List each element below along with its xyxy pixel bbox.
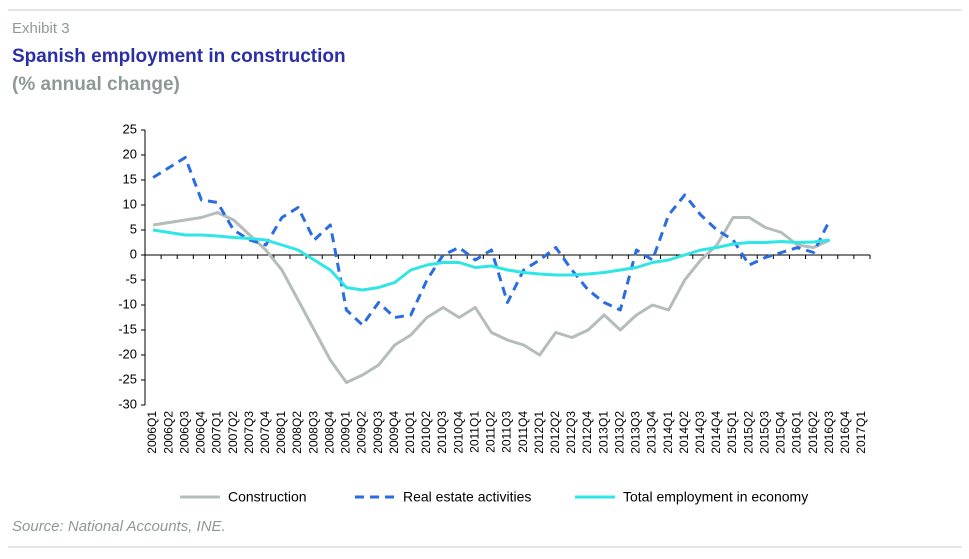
- x-tick-label: 2013Q2: [612, 411, 626, 454]
- x-tick-label: 2011Q3: [500, 411, 514, 453]
- legend-label: Total employment in economy: [623, 489, 808, 505]
- legend-label: Construction: [228, 489, 307, 505]
- series-line: [152, 156, 832, 327]
- x-tick-label: 2016Q3: [822, 411, 836, 454]
- x-tick-label: 2013Q1: [596, 411, 610, 454]
- x-tick-label: 2006Q1: [145, 411, 159, 454]
- x-tick-label: 2007Q2: [226, 411, 240, 454]
- x-tick-label: 2007Q1: [210, 411, 224, 454]
- x-tick-label: 2010Q4: [451, 411, 465, 454]
- x-tick-label: 2012Q4: [580, 411, 594, 454]
- x-tick-label: 2011Q4: [516, 411, 530, 453]
- x-tick-label: 2012Q2: [548, 411, 562, 454]
- source: Source: National Accounts, INE.: [12, 518, 226, 535]
- legend-label: Real estate activities: [403, 489, 531, 505]
- y-tick-label: 0: [130, 246, 137, 261]
- x-tick-label: 2010Q1: [403, 411, 417, 454]
- exhibit-label: Exhibit 3: [12, 20, 70, 37]
- x-tick-label: 2016Q4: [838, 411, 852, 454]
- y-tick-label: 15: [123, 171, 137, 186]
- y-tick-label: -10: [118, 296, 137, 311]
- x-tick-label: 2015Q2: [741, 411, 755, 454]
- x-tick-label: 2009Q3: [371, 411, 385, 454]
- y-tick-label: -25: [118, 371, 137, 386]
- y-tick-label: -20: [118, 346, 137, 361]
- y-tick-label: 10: [123, 196, 137, 211]
- y-tick-label: 25: [123, 121, 137, 136]
- y-tick-label: -15: [118, 321, 137, 336]
- x-tick-label: 2009Q4: [387, 411, 401, 454]
- x-tick-label: 2012Q3: [564, 411, 578, 454]
- chart-title: Spanish employment in construction: [12, 46, 346, 67]
- x-tick-label: 2008Q3: [306, 411, 320, 454]
- x-tick-label: 2006Q2: [161, 411, 175, 454]
- y-tick-label: -30: [118, 396, 137, 411]
- x-tick-label: 2017Q1: [854, 411, 868, 454]
- x-tick-label: 2007Q4: [258, 411, 272, 454]
- y-tick-label: 5: [130, 221, 137, 236]
- x-tick-label: 2016Q1: [790, 411, 804, 454]
- x-tick-label: 2014Q3: [693, 411, 707, 454]
- x-tick-label: 2006Q4: [194, 411, 208, 454]
- x-tick-label: 2013Q3: [629, 411, 643, 454]
- x-tick-label: 2013Q4: [645, 411, 659, 454]
- x-tick-label: 2006Q3: [177, 411, 191, 454]
- x-tick-label: 2009Q2: [355, 411, 369, 454]
- x-tick-label: 2010Q3: [435, 411, 449, 454]
- series-line: [152, 211, 831, 384]
- x-tick-label: 2008Q2: [290, 411, 304, 454]
- y-tick-label: 20: [123, 146, 137, 161]
- x-tick-label: 2009Q1: [339, 411, 353, 454]
- x-tick-label: 2011Q2: [484, 411, 498, 453]
- chart-subtitle: (% annual change): [12, 74, 180, 95]
- x-tick-label: 2014Q1: [661, 411, 675, 454]
- x-tick-label: 2014Q2: [677, 411, 691, 454]
- x-tick-label: 2011Q1: [467, 411, 481, 453]
- x-tick-label: 2015Q4: [774, 411, 788, 454]
- x-tick-label: 2014Q4: [709, 411, 723, 454]
- x-tick-label: 2008Q4: [322, 411, 336, 454]
- x-tick-label: 2015Q1: [725, 411, 739, 454]
- x-tick-label: 2007Q3: [242, 411, 256, 454]
- x-tick-label: 2008Q1: [274, 411, 288, 454]
- x-tick-label: 2012Q1: [532, 411, 546, 454]
- x-tick-label: 2015Q3: [757, 411, 771, 454]
- y-tick-label: -5: [125, 271, 137, 286]
- x-tick-label: 2010Q2: [419, 411, 433, 454]
- series-line: [152, 228, 830, 292]
- x-tick-label: 2016Q2: [806, 411, 820, 454]
